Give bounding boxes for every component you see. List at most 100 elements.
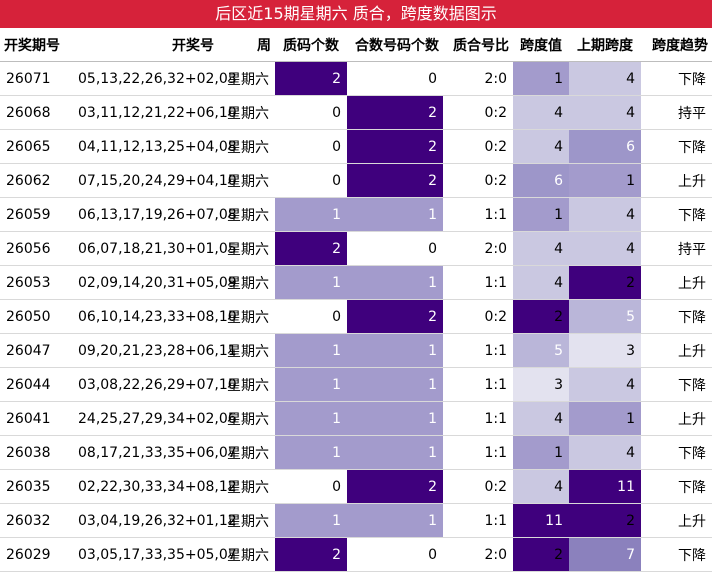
cell-issue: 26047: [0, 333, 72, 368]
cell-prev-span: 11: [569, 469, 641, 504]
cell-week: 星期六: [218, 401, 275, 436]
cell-issue: 26035: [0, 469, 72, 504]
cell-week: 星期六: [218, 231, 275, 266]
table-row: 26038 08,17,21,33,35+06,07 星期六 1 1 1:1 1 4 下降: [0, 435, 712, 470]
cell-ratio: 1:1: [443, 367, 513, 402]
col-header-week: 周: [218, 28, 275, 62]
cell-trend: 上升: [641, 265, 712, 300]
cell-prev-span: 4: [569, 367, 641, 402]
cell-week: 星期六: [218, 469, 275, 504]
cell-span: 2: [513, 299, 569, 334]
table-row: 26056 06,07,18,21,30+01,05 星期六 2 0 2:0 4 4 持平: [0, 231, 712, 266]
cell-week: 星期六: [218, 333, 275, 368]
cell-trend: 上升: [641, 401, 712, 436]
cell-issue: 26062: [0, 163, 72, 198]
cell-ratio: 1:1: [443, 265, 513, 300]
cell-composite-count: 2: [347, 129, 443, 164]
cell-numbers: 02,09,14,20,31+05,09: [72, 265, 237, 300]
cell-prev-span: 4: [569, 197, 641, 232]
col-header-span: 跨度值: [513, 28, 569, 62]
cell-trend: 下降: [641, 299, 712, 334]
cell-prime-count: 1: [275, 367, 347, 402]
cell-ratio: 2:0: [443, 61, 513, 96]
cell-span: 4: [513, 129, 569, 164]
cell-issue: 26059: [0, 197, 72, 232]
cell-week: 星期六: [218, 299, 275, 334]
cell-ratio: 1:1: [443, 401, 513, 436]
cell-prev-span: 1: [569, 163, 641, 198]
cell-prev-span: 4: [569, 95, 641, 130]
cell-composite-count: 1: [347, 265, 443, 300]
cell-numbers: 24,25,27,29,34+02,06: [72, 401, 237, 436]
table-row: 26059 06,13,17,19,26+07,08 星期六 1 1 1:1 1 4 下降: [0, 197, 712, 232]
cell-numbers: 04,11,12,13,25+04,08: [72, 129, 237, 164]
cell-composite-count: 1: [347, 197, 443, 232]
table-row: 26062 07,15,20,24,29+04,10 星期六 0 2 0:2 6 1 上升: [0, 163, 712, 198]
cell-composite-count: 1: [347, 367, 443, 402]
cell-composite-count: 0: [347, 537, 443, 572]
cell-prime-count: 2: [275, 61, 347, 96]
cell-span: 4: [513, 95, 569, 130]
cell-trend: 下降: [641, 129, 712, 164]
table-row: 26029 03,05,17,33,35+05,07 星期六 2 0 2:0 2 7 下降: [0, 537, 712, 572]
cell-trend: 上升: [641, 333, 712, 368]
col-header-trend: 跨度趋势: [641, 28, 712, 62]
cell-numbers: 09,20,21,23,28+06,11: [72, 333, 237, 368]
cell-composite-count: 1: [347, 401, 443, 436]
cell-numbers: 06,07,18,21,30+01,05: [72, 231, 237, 266]
cell-numbers: 05,13,22,26,32+02,03: [72, 61, 237, 96]
table-row: 26068 03,11,12,21,22+06,10 星期六 0 2 0:2 4 4 持平: [0, 95, 712, 130]
cell-composite-count: 2: [347, 163, 443, 198]
cell-prime-count: 1: [275, 197, 347, 232]
col-header-prime-count: 质码个数: [275, 28, 347, 62]
cell-prev-span: 2: [569, 503, 641, 538]
cell-trend: 上升: [641, 503, 712, 538]
cell-week: 星期六: [218, 129, 275, 164]
cell-span: 3: [513, 367, 569, 402]
cell-ratio: 2:0: [443, 231, 513, 266]
cell-prev-span: 4: [569, 231, 641, 266]
table-row: 26032 03,04,19,26,32+01,12 星期六 1 1 1:1 11 2 上升: [0, 503, 712, 538]
cell-numbers: 03,11,12,21,22+06,10: [72, 95, 237, 130]
cell-prev-span: 5: [569, 299, 641, 334]
cell-week: 星期六: [218, 197, 275, 232]
cell-trend: 持平: [641, 95, 712, 130]
table-row: 26065 04,11,12,13,25+04,08 星期六 0 2 0:2 4 6 下降: [0, 129, 712, 164]
table-body: 26071 05,13,22,26,32+02,03 星期六 2 0 2:0 1 4 下降 260…: [0, 61, 712, 572]
cell-ratio: 0:2: [443, 95, 513, 130]
cell-composite-count: 0: [347, 231, 443, 266]
cell-prime-count: 2: [275, 537, 347, 572]
col-header-composite-count: 合数号码个数: [347, 28, 443, 62]
cell-span: 6: [513, 163, 569, 198]
cell-issue: 26038: [0, 435, 72, 470]
cell-numbers: 03,04,19,26,32+01,12: [72, 503, 237, 538]
table-row: 26047 09,20,21,23,28+06,11 星期六 1 1 1:1 5 3 上升: [0, 333, 712, 368]
cell-numbers: 08,17,21,33,35+06,07: [72, 435, 237, 470]
cell-prime-count: 0: [275, 163, 347, 198]
cell-numbers: 06,13,17,19,26+07,08: [72, 197, 237, 232]
cell-prev-span: 4: [569, 435, 641, 470]
cell-prime-count: 2: [275, 231, 347, 266]
table-row: 26035 02,22,30,33,34+08,12 星期六 0 2 0:2 4 11 下降: [0, 469, 712, 504]
cell-ratio: 0:2: [443, 299, 513, 334]
cell-span: 4: [513, 231, 569, 266]
cell-prime-count: 0: [275, 299, 347, 334]
cell-span: 5: [513, 333, 569, 368]
cell-issue: 26044: [0, 367, 72, 402]
cell-prev-span: 7: [569, 537, 641, 572]
cell-week: 星期六: [218, 537, 275, 572]
cell-prev-span: 1: [569, 401, 641, 436]
cell-prime-count: 0: [275, 95, 347, 130]
col-header-ratio: 质合号比: [443, 28, 513, 62]
cell-week: 星期六: [218, 265, 275, 300]
cell-week: 星期六: [218, 367, 275, 402]
table-row: 26053 02,09,14,20,31+05,09 星期六 1 1 1:1 4 2 上升: [0, 265, 712, 300]
cell-trend: 上升: [641, 163, 712, 198]
cell-prime-count: 1: [275, 435, 347, 470]
cell-issue: 26041: [0, 401, 72, 436]
cell-week: 星期六: [218, 61, 275, 96]
cell-span: 1: [513, 435, 569, 470]
cell-week: 星期六: [218, 163, 275, 198]
cell-ratio: 1:1: [443, 435, 513, 470]
cell-span: 4: [513, 265, 569, 300]
